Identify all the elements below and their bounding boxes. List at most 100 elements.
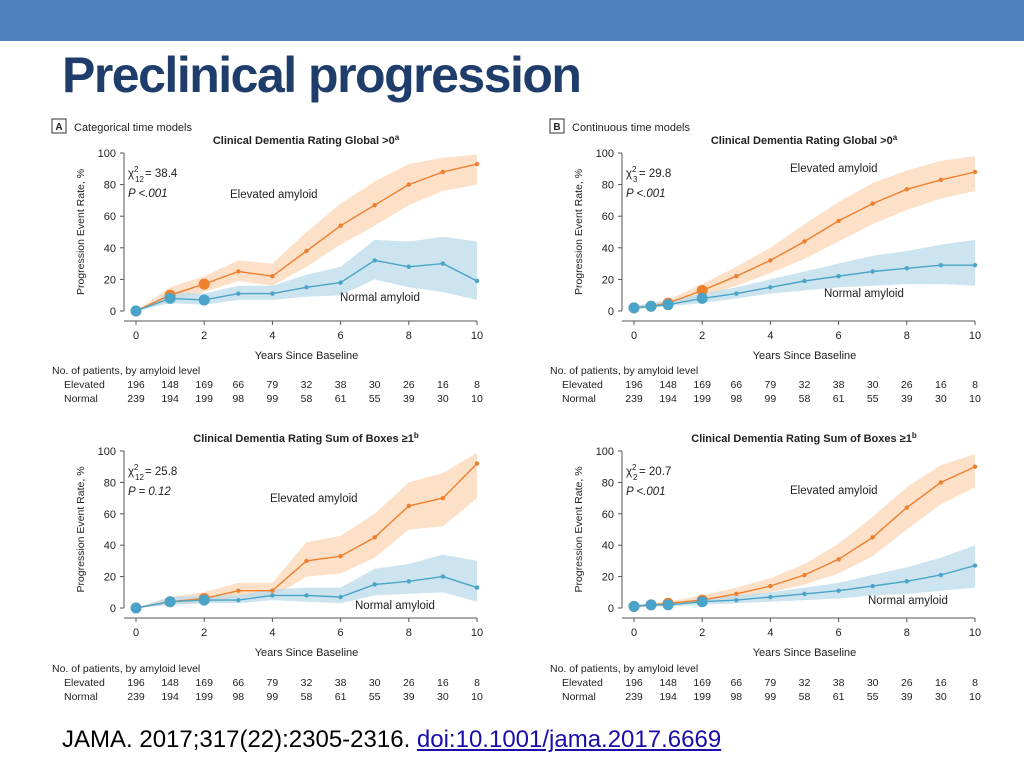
x-tick-label: 0: [133, 627, 139, 639]
counts-row-label: Normal: [562, 393, 596, 405]
series-label-normal: Normal amyloid: [355, 600, 435, 612]
data-point-normal: [645, 300, 657, 312]
x-axis-label: Years Since Baseline: [753, 647, 857, 659]
counts-cell: 61: [833, 393, 845, 405]
counts-cell: 148: [659, 677, 677, 689]
y-tick-label: 100: [98, 446, 116, 458]
stat-p-value: P = 0.12: [128, 486, 171, 498]
counts-cell: 8: [474, 677, 480, 689]
chart-title-superscript: a: [395, 133, 400, 142]
counts-cell: 30: [935, 691, 947, 703]
counts-cell: 30: [867, 677, 879, 689]
data-point-elevated: [734, 591, 739, 597]
panel-letter-box: [51, 118, 67, 134]
data-point-normal: [474, 278, 480, 284]
y-tick-label: 20: [104, 274, 116, 286]
data-point-normal: [802, 591, 807, 597]
counts-cell: 16: [935, 677, 947, 689]
y-tick-label: 0: [608, 306, 614, 318]
counts-cell: 194: [659, 393, 677, 405]
stat-chi-power: 2: [632, 165, 637, 174]
data-point-elevated: [836, 218, 841, 224]
y-tick-label: 40: [602, 540, 614, 552]
counts-cell: 199: [195, 393, 213, 405]
x-tick-label: 10: [969, 627, 981, 639]
data-point-normal: [938, 262, 944, 268]
data-point-elevated: [440, 495, 446, 501]
data-point-normal: [406, 264, 411, 269]
chart-title-text: Clinical Dementia Rating Global >0: [711, 135, 893, 147]
data-point-normal: [972, 262, 978, 268]
data-point-elevated: [372, 535, 377, 540]
counts-cell: 98: [730, 393, 742, 405]
data-point-normal: [474, 585, 480, 590]
counts-cell: 32: [301, 379, 313, 391]
counts-cell: 30: [437, 691, 449, 703]
data-point-normal: [904, 579, 909, 584]
data-point-normal: [870, 583, 875, 589]
data-point-normal: [904, 266, 909, 271]
counts-cell: 61: [833, 691, 845, 703]
x-tick-label: 4: [269, 330, 275, 342]
y-tick-label: 0: [110, 306, 116, 318]
stat-chi-power: 2: [134, 463, 139, 472]
counts-cell: 8: [972, 379, 978, 391]
counts-cell: 196: [625, 379, 643, 391]
counts-cell: 199: [195, 691, 213, 703]
counts-cell: 199: [693, 691, 711, 703]
chart-2: B Continuous time models Clinical Dementia…: [549, 118, 981, 405]
counts-row-label: Elevated: [562, 677, 603, 689]
counts-cell: 30: [369, 379, 381, 391]
chart-3: Clinical Dementia Rating Sum of Boxes ≥1…: [52, 431, 483, 703]
data-point-elevated: [474, 161, 480, 167]
counts-cell: 61: [335, 393, 347, 405]
chart-title-text: Clinical Dementia Rating Sum of Boxes ≥1: [193, 433, 414, 445]
data-point-normal: [696, 596, 708, 608]
data-point-normal: [662, 599, 674, 611]
x-tick-label: 0: [133, 330, 139, 342]
counts-cell: 99: [765, 393, 777, 405]
stat-chi-power: 2: [632, 463, 637, 472]
data-point-normal: [304, 593, 309, 598]
counts-cell: 196: [127, 677, 145, 689]
data-point-elevated: [338, 223, 343, 228]
citation-doi-link[interactable]: doi:10.1001/jama.2017.6669: [416, 726, 722, 753]
counts-cell: 38: [833, 379, 845, 391]
data-point-normal: [130, 305, 142, 317]
data-point-normal: [836, 588, 841, 593]
confidence-band-elevated: [136, 154, 477, 311]
counts-cell: 61: [335, 691, 347, 703]
confidence-band-elevated: [634, 156, 975, 310]
data-point-normal: [440, 574, 446, 579]
counts-cell: 169: [195, 379, 213, 391]
data-point-normal: [236, 291, 241, 296]
stat-chi-symbol: χ: [626, 168, 632, 180]
counts-cell: 199: [693, 393, 711, 405]
series-label-normal: Normal amyloid: [824, 288, 904, 300]
data-point-elevated: [802, 239, 807, 244]
data-point-elevated: [938, 177, 944, 183]
data-point-elevated: [440, 169, 446, 175]
counts-cell: 196: [127, 379, 145, 391]
data-point-elevated: [474, 461, 480, 466]
counts-cell: 66: [730, 379, 742, 391]
chart-title: Clinical Dementia Rating Global >0a: [711, 133, 898, 147]
data-point-elevated: [304, 558, 309, 564]
x-tick-label: 8: [406, 627, 412, 639]
chart-title-superscript: b: [912, 431, 917, 440]
panel-letter: A: [55, 122, 62, 133]
series-label-elevated: Elevated amyloid: [790, 163, 878, 175]
x-tick-label: 10: [471, 627, 483, 639]
counts-cell: 99: [267, 691, 279, 703]
series-label-normal: Normal amyloid: [868, 595, 948, 607]
data-point-normal: [164, 292, 176, 304]
stat-p-value: P <.001: [626, 486, 666, 498]
counts-cell: 148: [161, 379, 179, 391]
y-tick-label: 60: [104, 509, 116, 521]
counts-cell: 30: [369, 677, 381, 689]
confidence-band-normal: [634, 545, 975, 608]
counts-cell: 30: [867, 379, 879, 391]
data-point-normal: [236, 597, 241, 603]
counts-cell: 66: [232, 677, 244, 689]
counts-cell: 196: [625, 677, 643, 689]
